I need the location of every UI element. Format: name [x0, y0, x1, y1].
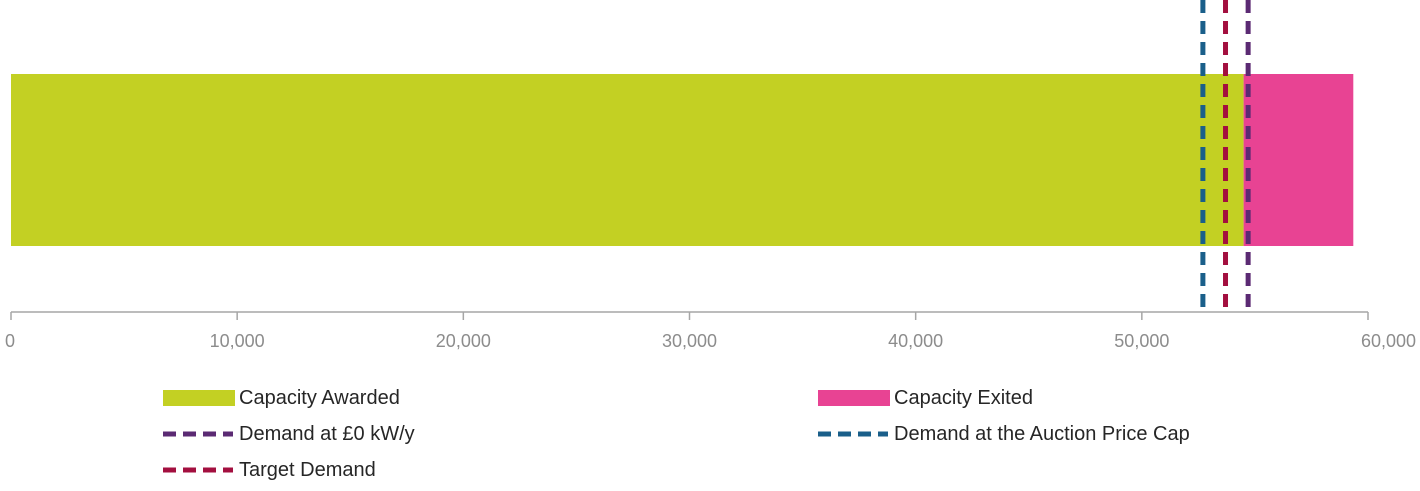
bar-capacity-awarded [11, 74, 1244, 246]
legend-item-target-demand: Target Demand [161, 457, 376, 483]
demand-zero-swatch [163, 431, 233, 437]
legend-label-target-demand: Target Demand [239, 458, 376, 481]
bar-capacity-exited [1243, 74, 1354, 246]
legend-item-demand-cap: Demand at the Auction Price Cap [816, 421, 1190, 447]
x-tick-label: 30,000 [662, 331, 717, 351]
x-tick-label: 40,000 [888, 331, 943, 351]
demand-cap-swatch [818, 431, 888, 437]
legend-label-demand-cap: Demand at the Auction Price Cap [894, 422, 1190, 445]
legend: Capacity Awarded Capacity Exited Demand … [0, 380, 1420, 490]
legend-label-capacity-exited: Capacity Exited [894, 386, 1033, 409]
x-tick-label: 60,000 [1361, 331, 1416, 351]
x-axis: 0 10,000 20,000 30,000 40,000 50,000 60,000 [5, 311, 1416, 351]
legend-label-demand-zero: Demand at £0 kW/y [239, 422, 415, 445]
x-tick-label: 0 [5, 331, 15, 351]
legend-label-capacity-awarded: Capacity Awarded [239, 386, 400, 409]
bar-group [11, 74, 1354, 246]
x-tick-label: 10,000 [210, 331, 265, 351]
capacity-exited-swatch [818, 390, 890, 406]
legend-item-capacity-exited: Capacity Exited [818, 385, 1033, 411]
target-demand-swatch [163, 467, 233, 473]
x-tick-label: 20,000 [436, 331, 491, 351]
x-tick-label: 50,000 [1114, 331, 1169, 351]
capacity-awarded-swatch [163, 390, 235, 406]
legend-item-demand-zero: Demand at £0 kW/y [161, 421, 415, 447]
chart-plot: 0 10,000 20,000 30,000 40,000 50,000 60,000 [5, 0, 1416, 351]
reference-lines [1200, 0, 1251, 312]
legend-item-capacity-awarded: Capacity Awarded [163, 385, 400, 411]
